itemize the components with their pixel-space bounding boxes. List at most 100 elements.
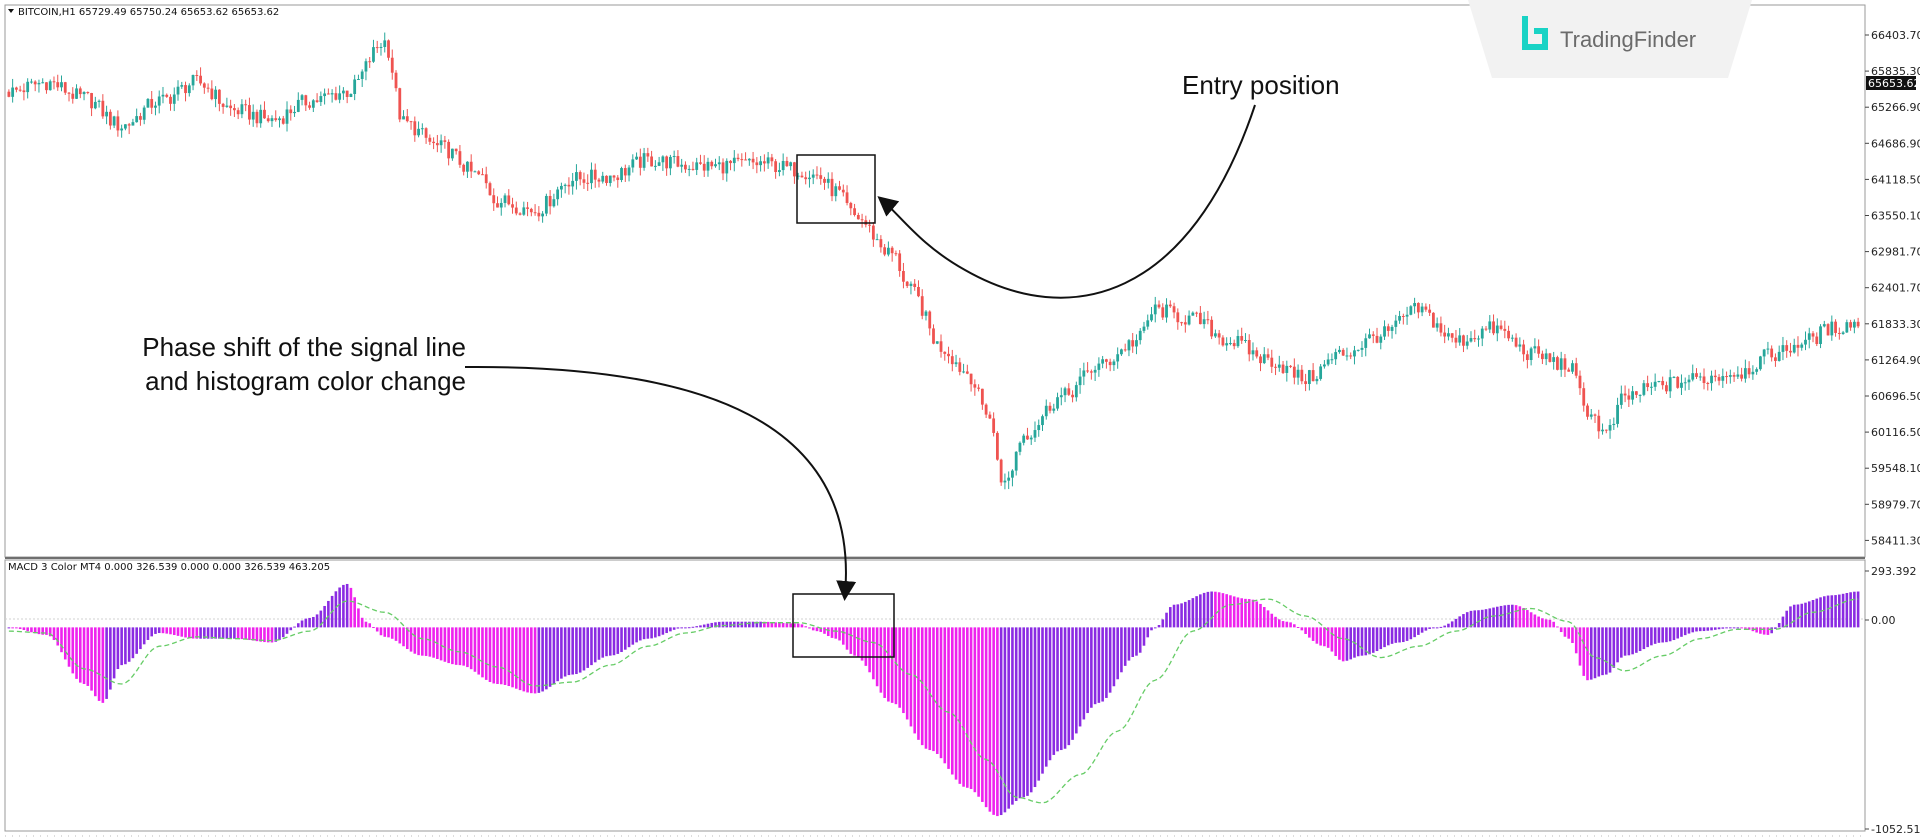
- macd-bar: [1063, 627, 1067, 749]
- macd-bar: [112, 627, 116, 679]
- macd-bar: [1142, 627, 1146, 646]
- macd-bar: [1165, 612, 1168, 628]
- macd-bar: [770, 622, 774, 628]
- candle-body: [804, 177, 808, 180]
- price-tick-label: 62401.70: [1871, 282, 1920, 295]
- candle-body: [319, 96, 323, 103]
- candle-body: [304, 95, 308, 106]
- macd-bar: [744, 621, 747, 628]
- macd-bar: [398, 627, 402, 644]
- candle-body: [1398, 315, 1401, 321]
- macd-bar: [1789, 606, 1792, 628]
- candle-body: [30, 81, 33, 83]
- macd-bar: [593, 627, 597, 663]
- candle-body: [1439, 323, 1443, 333]
- candle-body: [605, 175, 608, 184]
- candle-body: [1135, 340, 1138, 347]
- macd-bar: [1706, 627, 1710, 631]
- candle-body: [439, 140, 443, 146]
- candle-body: [1112, 361, 1116, 366]
- macd-bar: [1428, 627, 1431, 629]
- candle-body: [1014, 451, 1018, 471]
- candle-body: [522, 207, 526, 215]
- macd-bar: [214, 627, 217, 639]
- candle-body: [473, 171, 477, 173]
- candle-body: [1003, 480, 1007, 483]
- macd-bar: [578, 627, 582, 673]
- brand-badge: TradingFinder: [1468, 0, 1752, 78]
- macd-bar: [327, 600, 330, 628]
- candle-body: [1574, 363, 1578, 376]
- macd-bar: [139, 627, 142, 650]
- macd-bar: [601, 627, 605, 658]
- macd-bar: [1146, 627, 1150, 638]
- candle-body: [601, 175, 605, 182]
- macd-bar: [1011, 627, 1014, 805]
- macd-bar: [1559, 627, 1563, 633]
- candle-body: [729, 160, 732, 164]
- macd-bar: [804, 626, 808, 628]
- candle-body: [41, 82, 45, 84]
- macd-bar: [71, 627, 75, 674]
- macd-bar: [1435, 627, 1439, 629]
- macd-bar: [522, 627, 526, 692]
- candle-body: [22, 90, 26, 93]
- candle-body: [123, 124, 127, 129]
- macd-bar: [1390, 627, 1394, 644]
- macd-bar: [872, 627, 875, 680]
- macd-bar: [1458, 616, 1462, 628]
- macd-bar: [1612, 627, 1616, 668]
- macd-bar: [184, 627, 187, 638]
- macd-bar: [1815, 598, 1819, 628]
- candle-body: [1277, 364, 1281, 368]
- candle-body: [1232, 343, 1236, 347]
- candle-body: [612, 175, 616, 178]
- macd-bar: [244, 627, 247, 640]
- macd-bar: [1402, 627, 1405, 643]
- price-tick-label: 65835.30: [1871, 65, 1920, 78]
- candle-body: [947, 353, 950, 357]
- macd-bar: [657, 627, 661, 637]
- candle-body: [1037, 425, 1041, 431]
- candle-body: [1420, 306, 1424, 313]
- macd-bar: [439, 627, 443, 661]
- candle-body: [1837, 332, 1841, 334]
- candle-body: [255, 111, 259, 124]
- candle-body: [913, 283, 917, 287]
- macd-bar: [1781, 616, 1785, 628]
- macd-bar: [1653, 627, 1657, 644]
- macd-bar: [462, 627, 465, 666]
- candle-body: [454, 148, 458, 152]
- macd-bar: [1469, 610, 1473, 628]
- macd-bar: [191, 627, 195, 639]
- macd-bar: [1495, 606, 1499, 628]
- candle-body: [1522, 344, 1526, 355]
- macd-bar: [1168, 607, 1172, 628]
- macd-bar: [575, 627, 578, 675]
- macd-bar: [402, 627, 405, 647]
- macd-bar: [1093, 627, 1097, 705]
- candle-body: [1514, 337, 1518, 347]
- macd-bar: [1236, 597, 1240, 628]
- candle-body: [932, 328, 935, 344]
- macd-bar: [1202, 592, 1206, 628]
- macd-bar: [545, 627, 548, 690]
- candle-body: [1063, 388, 1067, 396]
- macd-bar: [1274, 616, 1277, 628]
- macd-bar: [1135, 627, 1138, 656]
- candle-body: [646, 153, 650, 157]
- macd-bar: [127, 627, 131, 662]
- candle-body: [860, 219, 864, 221]
- macd-bar: [75, 627, 78, 679]
- candle-body: [172, 94, 176, 104]
- macd-bar: [1770, 627, 1773, 634]
- macd-bar: [1432, 627, 1435, 629]
- macd-bar: [902, 627, 905, 714]
- macd-bar: [920, 627, 924, 746]
- macd-bar: [1300, 627, 1304, 631]
- macd-bar: [1375, 627, 1379, 652]
- macd-bar: [142, 627, 146, 645]
- candle-body: [1300, 369, 1304, 382]
- macd-bar: [815, 627, 819, 632]
- macd-bar: [413, 627, 417, 654]
